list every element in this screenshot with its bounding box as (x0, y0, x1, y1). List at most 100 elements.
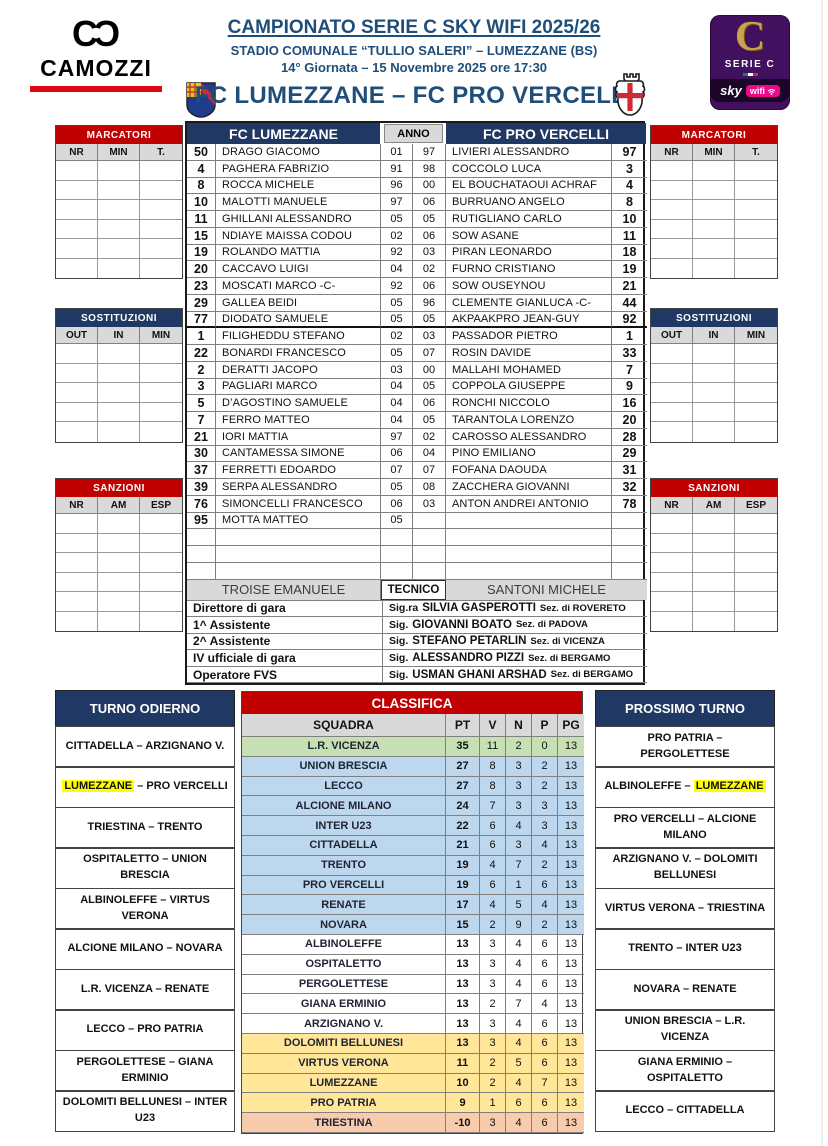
away-player-number: 7 (612, 362, 647, 379)
fixture-row: GIANA ERMINIO – OSPITALETTO (595, 1049, 775, 1092)
draws-cell: 3 (506, 776, 532, 797)
table-title: MARCATORI (56, 126, 182, 144)
official-section: Sez. di ROVERETO (539, 602, 626, 614)
fixture-text: LECCO – PRO PATRIA (87, 1022, 204, 1038)
losses-cell: 2 (532, 756, 558, 777)
away-player-number: 92 (612, 312, 647, 329)
fixture-text: ALBINOLEFFE – VIRTUS VERONA (62, 893, 228, 925)
home-player-name: GHILLANI ALESSANDRO (216, 211, 381, 228)
away-player-name (446, 512, 612, 530)
away-player-name: PINO EMILIANO (446, 445, 612, 463)
away-player-year: 05 (413, 311, 446, 329)
away-player-number: 28 (612, 429, 647, 446)
column-headers: NR AM ESP (651, 497, 777, 514)
standings-table: CLASSIFICA SQUADRA PT V N P PG L.R. VICE… (241, 691, 584, 1134)
fixture-text: LECCO – CITTADELLA (626, 1103, 745, 1119)
serie-c-icon: C (734, 14, 766, 60)
played-cell: 13 (558, 955, 584, 975)
home-player-name: PAGLIARI MARCO (216, 378, 381, 396)
table-title: SOSTITUZIONI (56, 309, 182, 327)
next-round-panel: PROSSIMO TURNO PRO PATRIA – PERGOLETTESE… (595, 690, 775, 1132)
standings-row: INTER U23 22 6 4 3 13 (242, 816, 584, 836)
played-cell: 13 (558, 1053, 584, 1074)
home-player-name: FERRO MATTEO (216, 412, 381, 429)
empty-row (651, 514, 777, 534)
played-cell: 13 (558, 975, 584, 995)
away-player-number: 19 (612, 261, 647, 278)
roster-row: 20 CACCAVO LUIGI 04 02 FURNO CRISTIANO 1… (187, 261, 647, 278)
away-player-year: 00 (413, 177, 446, 195)
team-name: DOLOMITI BELLUNESI (242, 1033, 446, 1054)
fixture-text: UNION BRESCIA – L.R. VICENZA (602, 1014, 768, 1046)
home-crest-icon (186, 82, 216, 123)
fixture-text: TRENTO – INTER U23 (628, 941, 742, 957)
official-role: 2^ Assistente (187, 633, 383, 651)
roster-row: 1 FILIGHEDDU STEFANO 02 03 PASSADOR PIET… (187, 328, 647, 345)
fixture-dash: – (679, 982, 693, 995)
fixture-text: VIRTUS VERONA – TRIESTINA (605, 901, 765, 917)
fixture-dash: – (181, 1096, 195, 1109)
played-cell: 13 (558, 737, 584, 757)
empty-row (56, 239, 182, 259)
wins-cell: 3 (480, 934, 506, 955)
home-player-name: DIODATO SAMUELE (216, 311, 381, 329)
away-player-name (446, 546, 612, 563)
away-player-name: CLEMENTE GIANLUCA -C- (446, 294, 612, 312)
away-player-number: 29 (612, 446, 647, 463)
empty-row (56, 344, 182, 364)
empty-row (56, 553, 182, 573)
home-player-year: 05 (381, 211, 413, 228)
home-player-name: MOTTA MATTEO (216, 512, 381, 530)
home-player-number: 76 (187, 495, 216, 513)
fixture-away: CITTADELLA (676, 1104, 745, 1117)
away-player-number: 21 (612, 278, 647, 295)
empty-row (651, 200, 777, 220)
official-role: 1^ Assistente (187, 617, 383, 634)
official-row: Direttore di gara Sig.ra SILVIA GASPEROT… (187, 600, 647, 618)
away-player-number: 31 (612, 462, 647, 479)
away-player-number: 44 (612, 295, 647, 312)
home-player-year: 04 (381, 378, 413, 396)
away-player-name: COCCOLO LUCA (446, 160, 612, 178)
standings-row: GIANA ERMINIO 13 2 7 4 13 (242, 994, 584, 1015)
official-row: 2^ Assistente Sig. STEFANO PETARLIN Sez.… (187, 633, 647, 651)
played-cell: 13 (558, 875, 584, 896)
team-name: ALBINOLEFFE (242, 934, 446, 955)
today-round-panel: TURNO ODIERNO CITTADELLA – ARZIGNANO V. … (55, 690, 235, 1132)
fixture-home: CITTADELLA (65, 739, 134, 752)
official-value: Sig. ALESSANDRO PIZZI Sez. di BERGAMO (383, 650, 647, 667)
home-player-year: 06 (381, 495, 413, 513)
home-player-number (187, 562, 216, 580)
serie-c-label: SERIE C (724, 59, 776, 70)
fixture-home: DOLOMITI BELLUNESI (62, 1096, 182, 1109)
home-player-year: 04 (381, 395, 413, 412)
standings-row: LUMEZZANE 10 2 4 7 13 (242, 1073, 584, 1094)
empty-row (651, 363, 777, 383)
home-player-year: 05 (381, 345, 413, 362)
fixture-dash: – (722, 1055, 733, 1068)
fixture-home: GIANA ERMINIO (637, 1055, 723, 1068)
header-text: CAMPIONATO SERIE C SKY WIFI 2025/26 STAD… (170, 17, 658, 75)
home-player-name: ROCCA MICHELE (216, 177, 381, 195)
fixture-text: TRIESTINA – TRENTO (88, 820, 203, 836)
home-player-name: SERPA ALESSANDRO (216, 479, 381, 496)
standings-header: SQUADRA PT V N P PG (242, 714, 584, 737)
home-player-number: 22 (187, 345, 216, 362)
fixture-text: ALBINOLEFFE – LUMEZZANE (604, 779, 766, 795)
home-player-name: FERRETTI EDOARDO (216, 462, 381, 479)
played-cell: 13 (558, 915, 584, 935)
empty-row (651, 553, 777, 573)
home-player-number (187, 546, 216, 563)
home-player-name (216, 546, 381, 563)
column-headers: OUT IN MIN (56, 327, 182, 344)
standings-row: DOLOMITI BELLUNESI 13 3 4 6 13 (242, 1033, 584, 1054)
empty-row (56, 219, 182, 239)
away-player-number: 33 (612, 345, 647, 362)
fixture-text: ALCIONE MILANO – NOVARA (67, 941, 222, 957)
fixture-text: PRO PATRIA – PERGOLETTESE (602, 731, 768, 763)
away-player-name: SOW OUSEYNOU (446, 278, 612, 295)
fixture-away: LUMEZZANE (693, 780, 766, 793)
roster-row: 8 ROCCA MICHELE 96 00 EL BOUCHATAOUI ACH… (187, 177, 647, 195)
table-title: MARCATORI (651, 126, 777, 144)
away-player-number: 32 (612, 479, 647, 496)
